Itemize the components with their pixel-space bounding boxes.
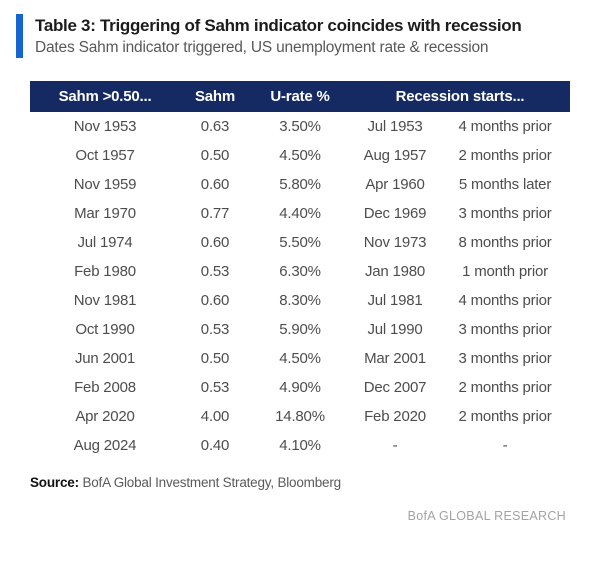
table-row: Oct 1990 0.53 5.90% Jul 1990 3 months prior [30,315,570,344]
table-cell: Mar 1970 [74,204,136,222]
table-cell: 6.30% [279,262,321,280]
title-block: Table 3: Triggering of Sahm indicator co… [16,14,596,58]
table-cell: 0.53 [200,320,230,338]
table-cell: Oct 1957 [75,146,135,164]
table-cell: Nov 1973 [363,233,427,251]
col-header-recession-starts: Recession starts... [350,80,571,112]
table-cell: 0.60 [200,175,230,193]
table-cell: 4.40% [279,204,321,222]
table-cell: 3 months prior [458,320,552,338]
table-cell: 4 months prior [458,117,552,135]
table-cell: 14.80% [275,407,325,425]
table-cell: 5 months later [458,175,552,193]
table-row: Jul 1974 0.60 5.50% Nov 1973 8 months prior [30,228,570,257]
table-row: Aug 2024 0.40 4.10% - - [30,431,570,460]
table-cell: 0.77 [200,204,230,222]
table-cell: Jul 1981 [367,291,423,309]
table-cell: 3.50% [279,117,321,135]
source-text: BofA Global Investment Strategy, Bloombe… [82,474,341,490]
table-cell: Jul 1990 [367,320,423,338]
table-cell: 0.53 [200,378,230,396]
table-cell: 0.60 [200,291,230,309]
sahm-indicator-table: Sahm >0.50... Sahm U-rate % Recession st… [30,80,571,460]
table-cell: 4.50% [279,146,321,164]
table-cell: Feb 1980 [74,262,136,280]
table-cell: 2 months prior [458,378,552,396]
accent-bar [16,14,23,58]
table-row: Feb 1980 0.53 6.30% Jan 1980 1 month prior [30,257,570,286]
table-cell: 8.30% [279,291,321,309]
table-cell: 2 months prior [458,407,552,425]
table-cell: 4.10% [279,436,321,454]
table-header-row: Sahm >0.50... Sahm U-rate % Recession st… [30,80,571,112]
table-cell: Oct 1990 [75,320,135,338]
col-header-sahm-trigger-date: Sahm >0.50... [30,80,180,112]
brand-text: BofA GLOBAL RESEARCH [407,508,566,523]
table-cell: Jul 1974 [77,233,133,251]
table-cell: - [392,436,398,454]
table-cell: Dec 1969 [363,204,427,222]
table-cell: Apr 2020 [75,407,135,425]
table-row: Nov 1981 0.60 8.30% Jul 1981 4 months prior [30,286,570,315]
col-header-unemployment-rate: U-rate % [250,80,350,112]
table-cell: 3 months prior [458,204,552,222]
table-cell: 3 months prior [458,349,552,367]
table-cell: Nov 1981 [73,291,137,309]
table-subtitle: Dates Sahm indicator triggered, US unemp… [35,39,489,57]
table-title: Table 3: Triggering of Sahm indicator co… [35,16,522,35]
table-cell: Feb 2008 [74,378,136,396]
table-cell: 5.50% [279,233,321,251]
table-cell: 5.80% [279,175,321,193]
table-cell: Nov 1953 [73,117,137,135]
table-cell: 5.90% [279,320,321,338]
table-cell: 0.50 [200,146,230,164]
table-cell: 0.53 [200,262,230,280]
table-cell: Aug 2024 [73,436,137,454]
titles: Table 3: Triggering of Sahm indicator co… [35,14,522,58]
source-label: Source: [30,474,79,490]
table-row: Feb 2008 0.53 4.90% Dec 2007 2 months prior [30,373,570,402]
table-cell: 4.90% [279,378,321,396]
table-cell: Nov 1959 [73,175,137,193]
table-cell: 8 months prior [458,233,552,251]
table-cell: Jan 1980 [364,262,426,280]
table-cell: Jun 2001 [74,349,136,367]
table-row: Nov 1959 0.60 5.80% Apr 1960 5 months later [30,170,570,199]
table-row: Nov 1953 0.63 3.50% Jul 1953 4 months prior [30,112,570,141]
table-row: Apr 2020 4.00 14.80% Feb 2020 2 months prior [30,402,570,431]
table-cell: 0.50 [200,349,230,367]
table-cell: Mar 2001 [364,349,426,367]
table-cell: 4 months prior [458,291,552,309]
col-header-sahm-value: Sahm [180,80,250,112]
table-cell: 2 months prior [458,146,552,164]
table-cell: 0.60 [200,233,230,251]
table-cell: Feb 2020 [364,407,426,425]
table-cell: 4.50% [279,349,321,367]
source-line: Source: BofA Global Investment Strategy,… [30,475,596,490]
table-cell: Jul 1953 [367,117,423,135]
table-row: Jun 2001 0.50 4.50% Mar 2001 3 months prior [30,344,570,373]
table-row: Oct 1957 0.50 4.50% Aug 1957 2 months prior [30,141,570,170]
table-cell: 0.40 [200,436,230,454]
table-body: Nov 1953 0.63 3.50% Jul 1953 4 months prior O… [30,112,570,460]
table-cell: 1 month prior [462,262,548,280]
table-cell: 4.00 [200,407,230,425]
table-cell: Dec 2007 [363,378,427,396]
table-cell: Aug 1957 [363,146,427,164]
table-row: Mar 1970 0.77 4.40% Dec 1969 3 months prior [30,199,570,228]
table-cell: - [502,436,508,454]
table-cell: Apr 1960 [365,175,425,193]
table-cell: 0.63 [200,117,230,135]
